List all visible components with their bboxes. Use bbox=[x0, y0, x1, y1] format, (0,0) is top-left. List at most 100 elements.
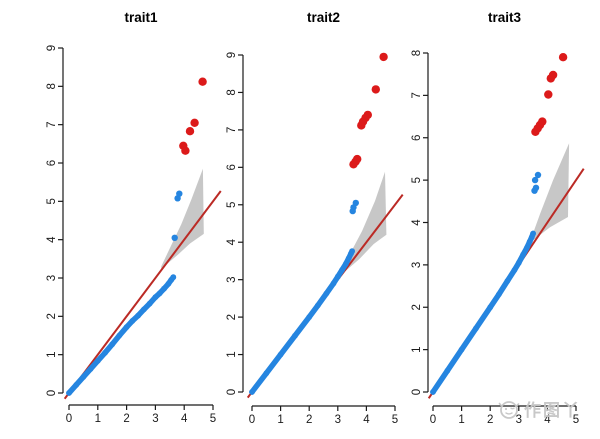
y-tick-label: 4 bbox=[46, 236, 58, 243]
x-axis bbox=[251, 405, 396, 411]
qq-panel-trait1: 0 1 2 3 4 5 6 7 8 9 0 1 2 3 4 5 trait1 bbox=[46, 10, 222, 425]
x-tick-label: 5 bbox=[392, 414, 398, 426]
significant-point bbox=[379, 52, 388, 62]
y-tick-label: 2 bbox=[411, 304, 423, 310]
y-tick-label: 6 bbox=[226, 164, 238, 170]
observed-point bbox=[249, 389, 255, 395]
observed-point bbox=[292, 332, 298, 339]
observed-point bbox=[87, 366, 94, 372]
observed-point bbox=[146, 300, 153, 307]
y-tick-label: 3 bbox=[411, 262, 423, 268]
y-tick-label: 4 bbox=[226, 238, 238, 245]
x-tick-label: 3 bbox=[516, 414, 522, 426]
y-tick-label: 9 bbox=[226, 52, 238, 58]
y-tick-label: 5 bbox=[411, 177, 423, 183]
qq-panel-trait3: 0 1 2 3 4 5 6 7 8 0 1 2 3 4 5 trait3 bbox=[411, 10, 585, 426]
observed-point bbox=[430, 389, 436, 395]
x-tick-label: 3 bbox=[152, 413, 158, 425]
observed-point bbox=[123, 324, 130, 330]
significant-point bbox=[185, 127, 195, 136]
observed-point bbox=[487, 304, 494, 311]
x-tick-label: 0 bbox=[249, 414, 255, 426]
y-tick-label: 1 bbox=[411, 346, 423, 352]
y-tick-label: 4 bbox=[411, 219, 423, 226]
x-tick-label: 0 bbox=[66, 413, 72, 425]
observed-point bbox=[342, 261, 349, 267]
panel-title: trait2 bbox=[307, 10, 340, 25]
observed-outlier-point bbox=[534, 171, 542, 179]
observed-point bbox=[73, 382, 80, 388]
significant-point bbox=[558, 53, 568, 62]
y-tick-label: 1 bbox=[46, 351, 58, 357]
observed-outlier-point bbox=[532, 184, 540, 191]
observed-point bbox=[94, 357, 101, 364]
observed-point bbox=[109, 341, 116, 348]
y-tick-label: 7 bbox=[226, 127, 238, 133]
observed-outlier-point bbox=[176, 190, 183, 197]
significant-point bbox=[353, 154, 362, 164]
significant-point bbox=[190, 118, 199, 128]
observed-point bbox=[152, 294, 159, 301]
significant-point bbox=[198, 77, 207, 86]
observed-point bbox=[458, 346, 465, 353]
y-tick-label: 8 bbox=[46, 83, 58, 89]
observed-point bbox=[526, 238, 533, 245]
observed-point bbox=[80, 374, 87, 380]
observed-point bbox=[520, 251, 526, 258]
x-tick-label: 4 bbox=[544, 414, 551, 426]
x-tick-label: 0 bbox=[430, 414, 436, 426]
observed-point bbox=[277, 351, 284, 358]
x-tick-label: 4 bbox=[181, 413, 188, 425]
significant-point bbox=[181, 146, 190, 155]
y-tick-label: 2 bbox=[226, 314, 238, 320]
x-tick-label: 1 bbox=[277, 414, 283, 426]
observed-outlier-point bbox=[352, 199, 359, 207]
panel-title: trait3 bbox=[488, 10, 522, 25]
significant-point bbox=[544, 90, 553, 99]
y-tick-label: 5 bbox=[226, 202, 238, 208]
y-tick-label: 0 bbox=[226, 389, 238, 395]
observed-point bbox=[263, 370, 270, 377]
observed-point bbox=[530, 230, 536, 237]
y-tick-label: 1 bbox=[226, 351, 238, 357]
observed-point bbox=[66, 390, 72, 396]
confidence-band bbox=[161, 168, 204, 269]
y-axis bbox=[238, 54, 244, 393]
observed-point bbox=[129, 318, 136, 324]
y-tick-label: 0 bbox=[411, 389, 423, 395]
x-tick-label: 2 bbox=[487, 414, 493, 426]
significant-point bbox=[538, 117, 547, 126]
y-tick-label: 3 bbox=[226, 276, 238, 282]
observed-point bbox=[444, 367, 451, 374]
observed-point bbox=[345, 255, 352, 262]
x-tick-label: 5 bbox=[210, 413, 216, 425]
observed-point bbox=[135, 312, 142, 319]
x-tick-label: 4 bbox=[363, 414, 370, 426]
qq-panel-trait2: 0 1 2 3 4 5 6 7 8 9 0 1 2 3 4 5 trait2 bbox=[226, 10, 404, 426]
observed-point bbox=[511, 267, 518, 273]
observed-point bbox=[349, 248, 355, 255]
x-tick-label: 1 bbox=[95, 413, 101, 425]
x-axis bbox=[68, 404, 214, 410]
observed-point bbox=[323, 290, 330, 297]
y-tick-label: 3 bbox=[46, 275, 58, 281]
observed-point bbox=[523, 245, 530, 251]
observed-point bbox=[116, 332, 123, 339]
y-tick-label: 6 bbox=[46, 160, 58, 166]
y-tick-label: 6 bbox=[411, 135, 423, 141]
observed-point bbox=[314, 302, 321, 309]
observed-outlier-point bbox=[531, 176, 539, 184]
y-axis bbox=[423, 52, 429, 393]
y-tick-label: 9 bbox=[46, 45, 58, 51]
y-axis bbox=[58, 47, 64, 394]
x-axis bbox=[432, 405, 577, 411]
y-tick-label: 0 bbox=[46, 390, 58, 396]
identity-line bbox=[63, 190, 222, 400]
observed-point bbox=[306, 314, 313, 320]
x-tick-label: 3 bbox=[335, 414, 341, 426]
x-tick-label: 2 bbox=[123, 413, 129, 425]
y-tick-label: 2 bbox=[46, 313, 58, 319]
observed-point bbox=[473, 325, 479, 332]
